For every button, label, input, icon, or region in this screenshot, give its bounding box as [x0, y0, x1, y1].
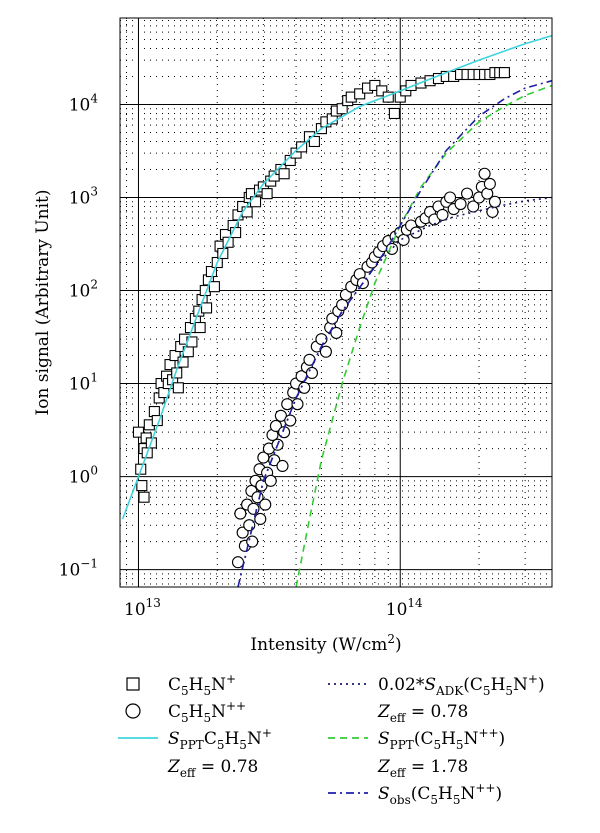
legend-symbol-square — [126, 677, 140, 691]
legend-entry-cyan: SPPTC5H5N+ Zeff = 0.78 — [118, 726, 272, 780]
legend-zeff: Zeff = 0.78 — [377, 702, 468, 725]
data-point-square — [169, 349, 181, 362]
data-point-circle — [259, 498, 272, 511]
ticks: 10−1 100 101 102 103 104 1013 1014 — [59, 91, 423, 620]
data-point-circle — [268, 454, 281, 467]
grid — [120, 18, 552, 587]
legend-entry-green: SPPT(C5H5N++) Zeff = 1.78 — [328, 726, 505, 780]
y-tick-label: 104 — [69, 91, 99, 115]
data-point-circle — [319, 345, 332, 358]
data-point-circle — [298, 381, 311, 394]
legend-entry-ci: C5H5N++ — [125, 699, 246, 725]
y-axis-label: Ion signal (Arbitrary Unit) — [33, 189, 53, 415]
data-point-circle — [274, 409, 287, 422]
data-point-circle — [264, 474, 277, 487]
legend-label: 0.02*SADK(C5H5N+) — [378, 672, 545, 698]
legend-label: C5H5N+ — [168, 672, 236, 698]
data-point-square — [388, 107, 400, 120]
y-tick-label: 10−1 — [59, 557, 98, 581]
data-point-square — [376, 85, 388, 97]
data-point-square — [136, 480, 148, 492]
series-line — [121, 34, 553, 520]
data-point-square — [208, 281, 220, 293]
x-tick-label: 1014 — [386, 596, 423, 620]
data-point-circle — [234, 507, 247, 520]
data-point-circle — [454, 198, 467, 211]
y-tick-label: 100 — [69, 464, 98, 488]
y-tick-label: 102 — [69, 278, 98, 302]
series-line-2 — [121, 34, 553, 520]
series-line — [237, 79, 553, 588]
legend-entry-obs: Sobs(C5H5N++) — [328, 781, 502, 807]
data-point-circle — [330, 326, 343, 339]
data-point-circle — [336, 298, 349, 311]
data-point-circle — [254, 512, 267, 526]
data-point-square — [241, 206, 253, 218]
series-line-5 — [237, 79, 553, 588]
plot-frame — [119, 17, 553, 588]
y-tick-label: 103 — [69, 184, 98, 208]
data-point-square — [217, 247, 229, 260]
data-point-circle — [483, 177, 496, 190]
series-scatter-0 — [132, 67, 510, 503]
data-point-square — [132, 426, 145, 438]
data-point-circle — [461, 187, 474, 200]
legend-entry-adk: 0.02*SADK(C5H5N+) Zeff = 0.78 — [328, 672, 545, 725]
data-point-square — [201, 302, 213, 314]
data-point-circle — [436, 208, 449, 221]
x-tick-label: 1013 — [124, 596, 161, 620]
data-point-square — [278, 168, 290, 180]
data-point-square — [296, 141, 308, 153]
data-point-circle — [281, 398, 294, 411]
legend-label: SPPTC5H5N+ — [168, 726, 272, 752]
data-point-circle — [269, 419, 282, 433]
legend: C5H5N+C5H5N++SPPTC5H5N+Zeff = 0.780.02*S… — [118, 672, 545, 807]
data-point-square — [308, 135, 320, 148]
data-point-circle — [231, 556, 245, 569]
series-layer — [121, 34, 553, 588]
data-point-circle — [444, 191, 457, 204]
legend-zeff: Zeff = 1.78 — [377, 757, 468, 780]
series-scatter-1 — [231, 167, 501, 569]
data-point-circle — [478, 167, 491, 180]
legend-label: Sobs(C5H5N++) — [378, 781, 502, 807]
data-point-circle — [467, 200, 480, 213]
data-point-circle — [315, 333, 328, 346]
data-point-square — [172, 382, 184, 394]
data-point-circle — [291, 398, 304, 411]
data-point-square — [498, 67, 510, 79]
legend-label: SPPT(C5H5N++) — [378, 726, 505, 752]
y-tick-label: 101 — [69, 371, 98, 395]
legend-entry-sq: C5H5N+ — [126, 672, 236, 698]
data-point-square — [194, 321, 206, 334]
data-point-square — [261, 188, 273, 200]
data-point-circle — [385, 242, 399, 255]
legend-zeff: Zeff = 0.78 — [167, 757, 258, 780]
x-axis-label: Intensity (W/cm2) — [250, 632, 401, 655]
data-point-circle — [284, 414, 297, 427]
legend-symbol-circle — [125, 703, 141, 719]
data-point-square — [354, 88, 366, 100]
data-point-circle — [410, 226, 423, 239]
data-point-circle — [255, 479, 268, 492]
data-point-circle — [305, 366, 319, 379]
data-point-circle — [488, 195, 501, 208]
legend-label: C5H5N++ — [168, 699, 246, 725]
data-point-square — [138, 491, 150, 503]
data-point-circle — [276, 459, 289, 473]
